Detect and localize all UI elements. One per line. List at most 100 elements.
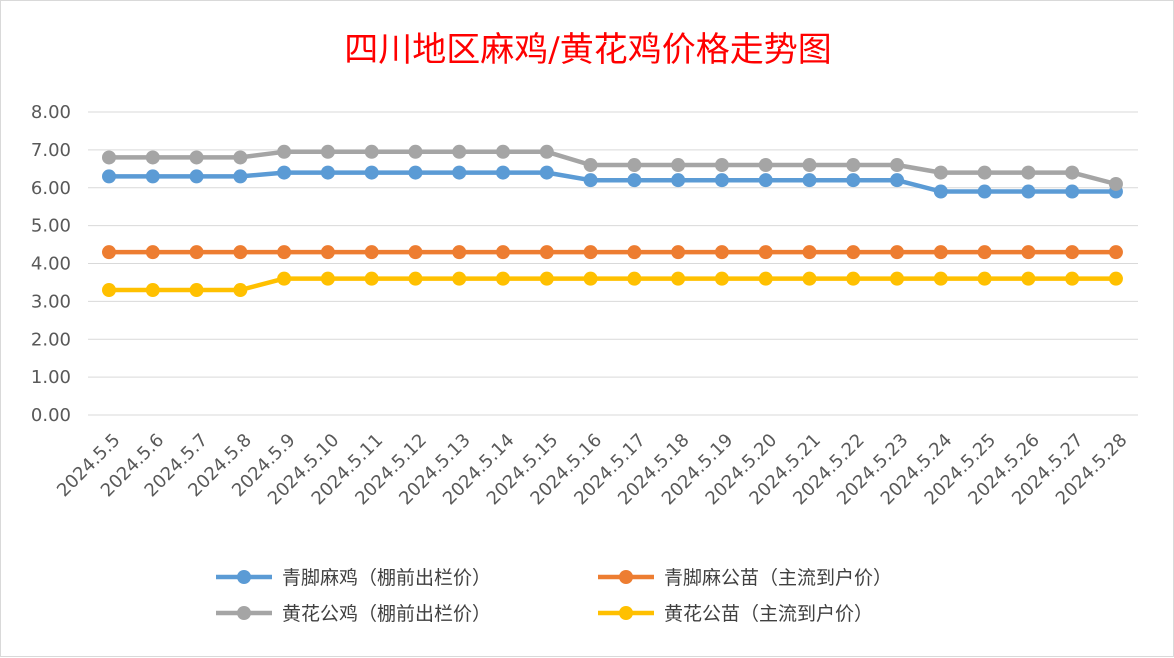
y-tick-label: 4.00 [31,254,71,275]
legend-swatch-marker [237,606,251,620]
data-point [277,165,292,180]
data-point [189,245,204,260]
data-point [233,169,248,184]
series-2 [102,245,1123,260]
data-point [189,169,204,184]
series-line [109,170,1116,194]
data-point [320,245,335,260]
data-point [1065,271,1080,286]
legend-label: 黄花公苗（主流到户价） [664,603,873,625]
data-point [1065,165,1080,180]
data-point [364,271,379,286]
data-point [846,158,861,173]
data-point [890,158,905,173]
data-point [933,271,948,286]
data-point [1065,184,1080,199]
legend-item: 青脚麻公苗（主流到户价） [598,567,892,589]
data-point [496,144,511,159]
legend-swatch-marker [619,606,633,620]
data-point [1065,245,1080,260]
data-point [671,173,686,188]
data-point [102,150,116,165]
data-point [890,271,905,286]
data-point [539,165,554,180]
data-point [145,283,160,298]
data-point [408,144,423,159]
data-point [714,158,729,173]
data-point [933,245,948,260]
data-point [714,173,729,188]
y-tick-label: 6.00 [31,178,71,199]
y-tick-label: 0.00 [31,405,71,426]
data-point [758,158,773,173]
data-point [802,173,817,188]
series-1 [102,165,1123,199]
data-point [189,150,204,165]
series-4 [102,271,1123,298]
legend-swatch-marker [619,570,633,584]
data-point [452,245,467,260]
data-point [714,271,729,286]
data-point [890,245,905,260]
data-point [671,245,686,260]
data-point [364,165,379,180]
y-tick-label: 8.00 [31,102,71,123]
data-point [102,169,116,184]
data-point [539,144,554,159]
data-point [539,245,554,260]
data-point [1108,176,1123,191]
data-point [145,150,160,165]
data-point [977,184,992,199]
data-point [890,173,905,188]
data-point [364,245,379,260]
data-point [1108,271,1123,286]
data-point [977,245,992,260]
data-point [233,283,248,298]
data-point [277,271,292,286]
data-point [145,245,160,260]
data-point [846,271,861,286]
series-group [102,144,1123,298]
data-point [802,271,817,286]
data-point [1021,271,1036,286]
data-point [496,165,511,180]
legend-swatch-marker [237,570,251,584]
data-point [714,245,729,260]
y-tick-label: 2.00 [31,329,71,350]
data-point [758,173,773,188]
data-point [802,158,817,173]
legend-label: 青脚麻公苗（主流到户价） [664,567,892,589]
data-point [233,150,248,165]
data-point [408,271,423,286]
data-point [977,271,992,286]
y-tick-label: 5.00 [31,216,71,237]
data-point [977,165,992,180]
x-axis: 2024.5.52024.5.62024.5.72024.5.82024.5.9… [53,430,1131,510]
data-point [496,271,511,286]
data-point [408,245,423,260]
data-point [627,271,642,286]
data-point [277,245,292,260]
data-point [1021,245,1036,260]
data-point [496,245,511,260]
data-point [758,245,773,260]
y-axis: 0.00 1.00 2.00 3.00 4.00 5.00 6.00 7.00 8.00 [31,102,71,426]
data-point [277,144,292,159]
data-point [1021,165,1036,180]
legend: 青脚麻鸡（棚前出栏价） 青脚麻公苗（主流到户价） 黄花公鸡（棚前出栏价） 黄花公苗（主… [216,567,892,625]
data-point [320,271,335,286]
series-line [109,276,1116,293]
data-point [933,165,948,180]
y-tick-label: 7.00 [31,140,71,161]
data-point [233,245,248,260]
data-point [102,245,116,260]
data-point [583,173,598,188]
data-point [1021,184,1036,199]
data-point [846,245,861,260]
data-point [364,144,379,159]
data-point [145,169,160,184]
data-point [1108,245,1123,260]
data-point [452,165,467,180]
